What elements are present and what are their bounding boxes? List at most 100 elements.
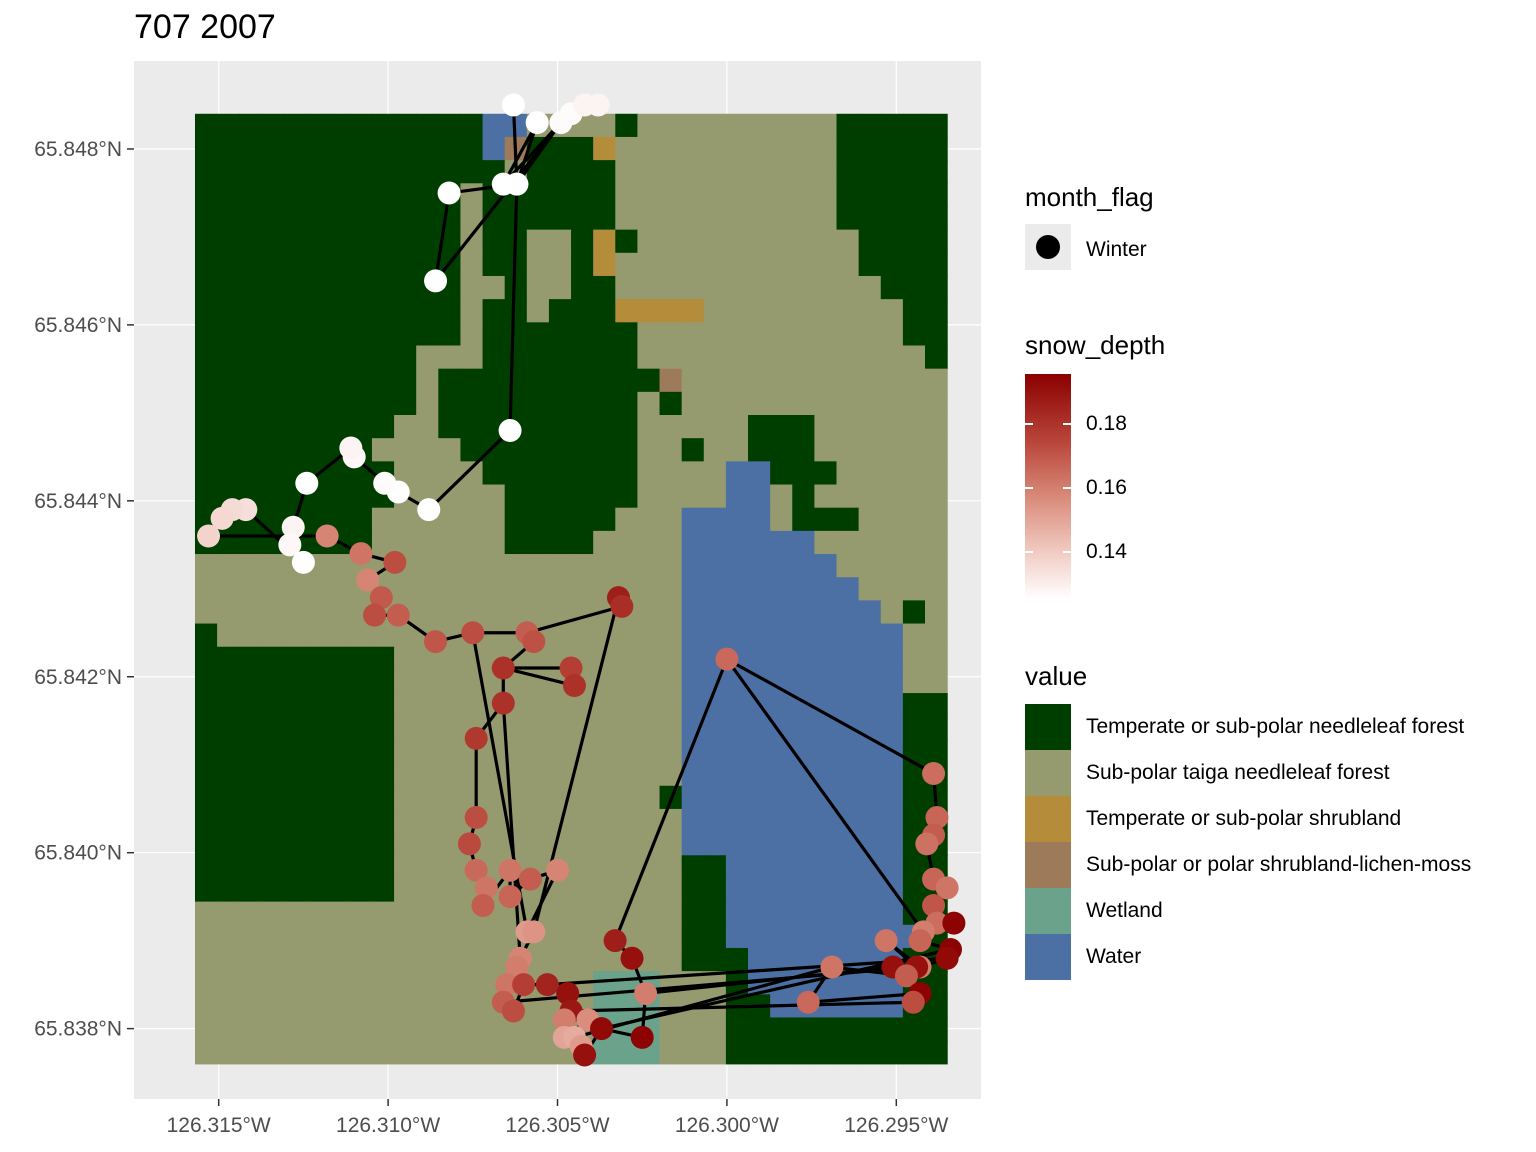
- land-cover-cell: [327, 461, 351, 486]
- land-cover-cell: [593, 484, 616, 509]
- land-cover-cell: [460, 693, 484, 717]
- land-cover-cell: [416, 1017, 439, 1042]
- land-cover-cell: [194, 994, 218, 1019]
- land-cover-cell: [748, 924, 771, 949]
- land-cover-cell: [283, 600, 307, 625]
- land-cover-cell: [792, 275, 815, 300]
- land-cover-cell: [770, 646, 793, 671]
- land-cover-cell: [394, 577, 417, 601]
- land-cover-cell: [770, 623, 793, 648]
- track-point: [424, 630, 448, 654]
- land-cover-cell: [836, 855, 860, 880]
- land-cover-cell: [416, 947, 439, 972]
- land-cover-cell: [836, 971, 860, 995]
- track-point: [559, 656, 583, 680]
- land-cover-cell: [194, 229, 218, 254]
- land-cover-cell: [283, 252, 307, 277]
- land-cover-cell: [438, 808, 462, 833]
- land-cover-cell: [371, 299, 395, 323]
- land-cover-cell: [371, 855, 395, 880]
- land-cover-cell: [836, 461, 860, 486]
- land-cover-cell: [659, 1017, 683, 1042]
- land-cover-cell: [880, 855, 904, 880]
- land-cover-cell: [615, 136, 639, 161]
- land-cover-cell: [836, 878, 860, 903]
- land-cover-cell: [438, 391, 462, 416]
- land-cover-cell: [327, 368, 351, 393]
- land-cover-cell: [836, 136, 860, 161]
- land-cover-cell: [681, 1017, 705, 1042]
- land-cover-cell: [902, 646, 926, 671]
- land-cover-cell: [239, 785, 262, 810]
- land-cover-cell: [239, 994, 262, 1019]
- land-cover-cell: [593, 530, 616, 555]
- land-cover-cell: [482, 438, 506, 462]
- land-cover-cell: [703, 577, 727, 601]
- land-cover-cell: [416, 994, 439, 1019]
- land-cover-cell: [504, 345, 528, 370]
- land-cover-cell: [526, 739, 550, 764]
- land-cover-cell: [836, 391, 860, 416]
- land-cover-cell: [349, 832, 373, 856]
- track-point: [491, 691, 515, 715]
- land-cover-cell: [460, 322, 484, 347]
- land-cover-cell: [416, 693, 439, 717]
- land-cover-cell: [880, 554, 904, 578]
- land-cover-cell: [239, 1040, 262, 1065]
- land-cover-cell: [925, 507, 948, 532]
- legend-label: Water: [1086, 945, 1142, 968]
- land-cover-cell: [194, 461, 218, 486]
- land-cover-cell: [725, 739, 749, 764]
- land-cover-cell: [858, 275, 882, 300]
- land-cover-cell: [438, 577, 462, 601]
- land-cover-cell: [239, 322, 262, 347]
- land-cover-cell: [349, 507, 373, 532]
- land-cover-cell: [703, 623, 727, 648]
- land-cover-cell: [394, 391, 417, 416]
- land-cover-cell: [394, 438, 417, 462]
- track-segment: [613, 657, 729, 943]
- land-cover-cell: [615, 530, 639, 555]
- track-segment: [572, 965, 834, 1040]
- track-segment: [501, 701, 522, 960]
- land-cover-cell: [615, 785, 639, 810]
- land-cover-cell: [836, 1040, 860, 1065]
- land-cover-cell: [770, 600, 793, 625]
- land-cover-cell: [593, 461, 616, 486]
- land-cover-cell: [460, 1040, 484, 1065]
- legend-month-flag-title: month_flag: [1025, 182, 1154, 212]
- land-cover-cell: [305, 832, 329, 856]
- land-cover-cell: [349, 739, 373, 764]
- land-cover-cell: [858, 461, 882, 486]
- land-cover-cell: [902, 160, 926, 184]
- land-cover-cell: [416, 461, 439, 486]
- land-cover-cell: [416, 832, 439, 856]
- land-cover-cell: [217, 785, 240, 810]
- land-cover-cell: [792, 832, 815, 856]
- land-cover-cell: [548, 345, 572, 370]
- y-axis: 65.848°N 65.846°N 65.844°N 65.842°N 65.840°N…: [34, 138, 134, 1041]
- land-cover-cell: [681, 623, 705, 648]
- land-cover-cell: [349, 1017, 373, 1042]
- land-cover-cell: [681, 461, 705, 486]
- land-cover-cell: [681, 368, 705, 393]
- land-cover-cell: [593, 275, 616, 300]
- land-cover-cell: [438, 600, 462, 625]
- legend-land-cover-title: value: [1025, 661, 1088, 691]
- land-cover-cell: [327, 716, 351, 741]
- land-cover-cell: [327, 391, 351, 416]
- land-cover-cell: [814, 1017, 838, 1042]
- land-cover-cell: [703, 739, 727, 764]
- land-cover-cell: [261, 924, 285, 949]
- land-cover-cell: [194, 322, 218, 347]
- land-cover-cell: [526, 1040, 550, 1065]
- land-cover-cell: [725, 785, 749, 810]
- land-cover-cell: [261, 808, 285, 833]
- land-cover-cell: [283, 136, 307, 161]
- land-cover-cell: [305, 160, 329, 184]
- land-cover-cell: [902, 391, 926, 416]
- land-cover-cell: [637, 345, 661, 370]
- land-cover-cell: [239, 901, 262, 926]
- land-cover-cell: [327, 785, 351, 810]
- land-cover-cell: [217, 693, 240, 717]
